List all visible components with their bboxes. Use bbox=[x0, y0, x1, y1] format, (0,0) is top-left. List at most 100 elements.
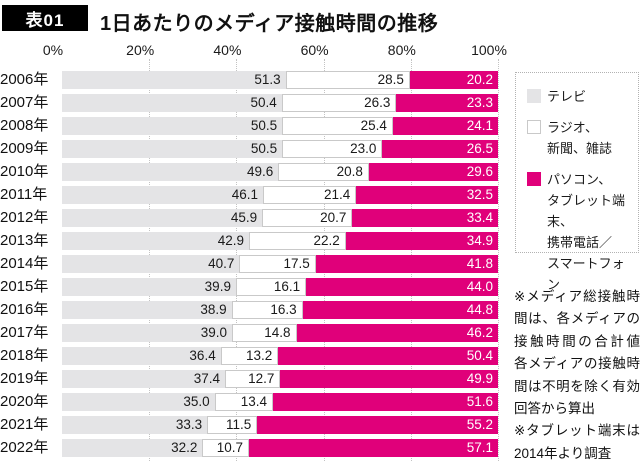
x-axis-tick-80: 80% bbox=[387, 42, 416, 58]
segment-print: 26.3 bbox=[281, 94, 397, 112]
segment-tv: 50.5 bbox=[62, 117, 283, 135]
segment-digital: 23.3 bbox=[396, 94, 498, 112]
segment-tv: 50.4 bbox=[62, 94, 282, 112]
year-label: 2012年 bbox=[0, 209, 49, 226]
segment-digital: 50.4 bbox=[278, 347, 498, 365]
bar-row-2012: 2012年 45.9 20.7 33.4 bbox=[0, 209, 498, 227]
segment-print: 28.5 bbox=[285, 71, 410, 89]
footnote-2: ※タブレット端末は2014年より調査 bbox=[514, 423, 640, 461]
segment-tv: 38.9 bbox=[62, 301, 232, 319]
segment-tv: 33.3 bbox=[62, 416, 208, 434]
legend-item-digital: パソコン、 タブレット端末、 携帯電話／ スマートフォン bbox=[527, 169, 634, 295]
segment-print: 13.2 bbox=[220, 347, 279, 365]
segment-print: 22.2 bbox=[249, 232, 346, 250]
plot-area: 2006年 51.3 28.5 20.2 2007年 50.4 26.3 23.3 2008年 5… bbox=[0, 59, 499, 461]
x-axis-tick-20: 20% bbox=[126, 42, 155, 58]
legend-swatch-print bbox=[527, 120, 541, 134]
footnotes: ※メディア総接触時間は、各メディアの接触時間の合計値 各メディアの接触時間は不明… bbox=[514, 286, 640, 465]
gridline-100 bbox=[498, 59, 499, 461]
segment-digital: 57.1 bbox=[249, 439, 498, 457]
segment-print: 20.8 bbox=[278, 163, 369, 181]
segment-digital: 20.2 bbox=[409, 71, 498, 89]
segment-print: 11.5 bbox=[207, 416, 258, 434]
segment-print: 25.4 bbox=[282, 117, 393, 135]
year-label: 2009年 bbox=[0, 140, 49, 157]
chart-title: 1日あたりのメディア接触時間の推移 bbox=[100, 13, 439, 35]
bar-row-2006: 2006年 51.3 28.5 20.2 bbox=[0, 71, 498, 89]
segment-digital: 44.8 bbox=[302, 301, 498, 319]
year-label: 2006年 bbox=[0, 71, 49, 88]
legend-label-digital: パソコン、 タブレット端末、 携帯電話／ スマートフォン bbox=[547, 172, 626, 292]
year-label: 2016年 bbox=[0, 301, 49, 318]
bar-row-2010: 2010年 49.6 20.8 29.6 bbox=[0, 163, 498, 181]
segment-digital: 49.9 bbox=[280, 370, 498, 388]
x-axis-tick-60: 60% bbox=[300, 42, 329, 58]
x-axis-tick-40: 40% bbox=[213, 42, 242, 58]
segment-print: 16.1 bbox=[235, 278, 307, 296]
year-label: 2014年 bbox=[0, 255, 49, 272]
segment-tv: 50.5 bbox=[62, 140, 283, 158]
segment-digital: 51.6 bbox=[273, 393, 498, 411]
segment-digital: 29.6 bbox=[368, 163, 498, 181]
segment-print: 20.7 bbox=[262, 209, 353, 227]
bar-rows: 2006年 51.3 28.5 20.2 2007年 50.4 26.3 23.3 2008年 5… bbox=[0, 71, 498, 461]
segment-tv: 35.0 bbox=[62, 393, 215, 411]
segment-print: 10.7 bbox=[202, 439, 250, 457]
bar-row-2020: 2020年 35.0 13.4 51.6 bbox=[0, 393, 498, 411]
segment-tv: 46.1 bbox=[62, 186, 263, 204]
bar-row-2019: 2019年 37.4 12.7 49.9 bbox=[0, 370, 498, 388]
bar-row-2015: 2015年 39.9 16.1 44.0 bbox=[0, 278, 498, 296]
x-axis: 0% 20% 40% 60% 80% 100% bbox=[43, 42, 507, 58]
segment-tv: 40.7 bbox=[62, 255, 240, 273]
bar-row-2009: 2009年 50.5 23.0 26.5 bbox=[0, 140, 498, 158]
segment-tv: 51.3 bbox=[62, 71, 286, 89]
year-label: 2021年 bbox=[0, 416, 49, 433]
x-axis-tick-0: 0% bbox=[42, 42, 64, 58]
bar-row-2014: 2014年 40.7 17.5 41.8 bbox=[0, 255, 498, 273]
segment-tv: 36.4 bbox=[62, 347, 221, 365]
segment-print: 16.3 bbox=[231, 301, 303, 319]
x-axis-tick-100: 100% bbox=[471, 42, 507, 58]
segment-tv: 45.9 bbox=[62, 209, 263, 227]
bar-row-2021: 2021年 33.3 11.5 55.2 bbox=[0, 416, 498, 434]
segment-tv: 39.0 bbox=[62, 324, 233, 342]
bar-row-2008: 2008年 50.5 25.4 24.1 bbox=[0, 117, 498, 135]
legend-swatch-tv bbox=[527, 89, 541, 103]
segment-digital: 32.5 bbox=[356, 186, 498, 204]
legend-item-print: ラジオ、 新聞、雑誌 bbox=[527, 117, 634, 159]
segment-digital: 44.0 bbox=[306, 278, 498, 296]
segment-digital: 33.4 bbox=[352, 209, 498, 227]
segment-print: 23.0 bbox=[282, 140, 383, 158]
footnote-1: ※メディア総接触時間は、各メディアの接触時間の合計値 各メディアの接触時間は不明… bbox=[514, 289, 640, 417]
bar-row-2013: 2013年 42.9 22.2 34.9 bbox=[0, 232, 498, 250]
year-label: 2011年 bbox=[0, 186, 48, 203]
legend-label-print: ラジオ、 新聞、雑誌 bbox=[547, 120, 613, 156]
segment-digital: 55.2 bbox=[257, 416, 498, 434]
year-label: 2019年 bbox=[0, 370, 49, 387]
bar-row-2017: 2017年 39.0 14.8 46.2 bbox=[0, 324, 498, 342]
year-label: 2007年 bbox=[0, 94, 49, 111]
legend-swatch-digital bbox=[527, 172, 541, 186]
year-label: 2020年 bbox=[0, 393, 49, 410]
bar-row-2018: 2018年 36.4 13.2 50.4 bbox=[0, 347, 498, 365]
segment-print: 13.4 bbox=[214, 393, 274, 411]
legend: テレビラジオ、 新聞、雑誌パソコン、 タブレット端末、 携帯電話／ スマートフォ… bbox=[515, 72, 639, 292]
year-label: 2018年 bbox=[0, 347, 49, 364]
year-label: 2010年 bbox=[0, 163, 49, 180]
table-number-tag: 表01 bbox=[2, 5, 88, 31]
segment-print: 12.7 bbox=[225, 370, 281, 388]
segment-tv: 39.9 bbox=[62, 278, 236, 296]
year-label: 2022年 bbox=[0, 439, 49, 456]
year-label: 2008年 bbox=[0, 117, 49, 134]
segment-digital: 26.5 bbox=[382, 140, 498, 158]
segment-tv: 37.4 bbox=[62, 370, 226, 388]
segment-digital: 24.1 bbox=[392, 117, 498, 135]
bar-row-2022: 2022年 32.2 10.7 57.1 bbox=[0, 439, 498, 457]
year-label: 2013年 bbox=[0, 232, 49, 249]
legend-item-tv: テレビ bbox=[527, 86, 634, 107]
year-label: 2017年 bbox=[0, 324, 49, 341]
segment-digital: 34.9 bbox=[345, 232, 498, 250]
segment-digital: 46.2 bbox=[296, 324, 498, 342]
legend-label-tv: テレビ bbox=[547, 89, 587, 104]
segment-tv: 42.9 bbox=[62, 232, 250, 250]
